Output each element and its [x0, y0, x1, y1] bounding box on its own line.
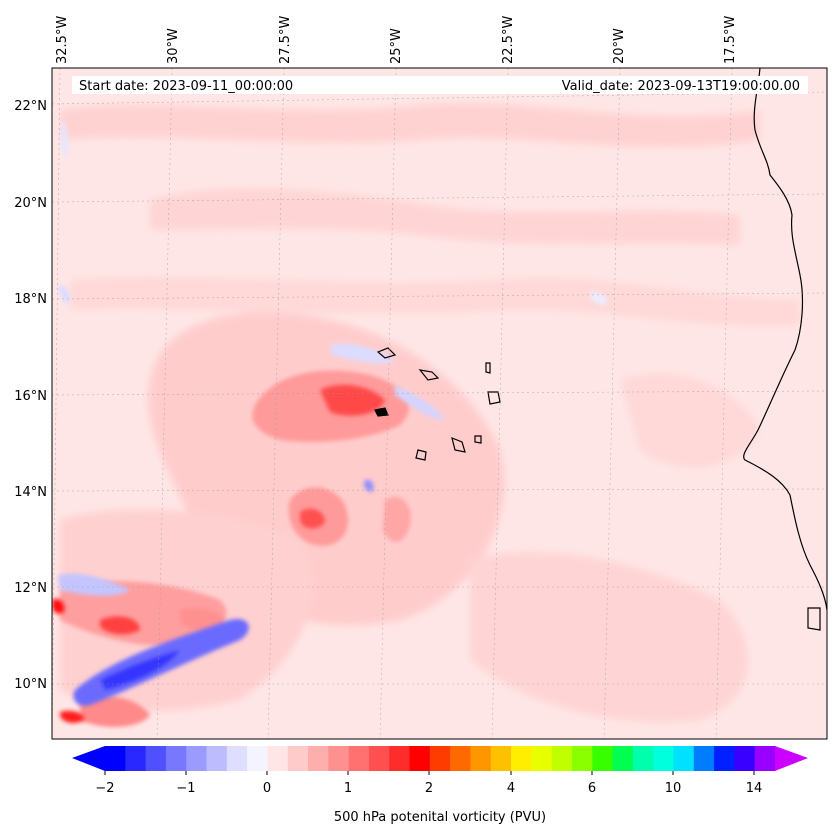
start-date-label: Start date: 2023-09-11_00:00:00 — [79, 79, 293, 94]
lat-label: 10°N — [14, 677, 47, 692]
colorbar-cell — [632, 746, 654, 771]
lat-label: 18°N — [14, 292, 47, 307]
colorbar-cell — [308, 746, 329, 771]
colorbar-ticks — [104, 771, 755, 775]
colorbar-cell — [287, 746, 309, 771]
cb-tick-label: 6 — [588, 781, 596, 796]
colorbar-cell — [714, 746, 735, 771]
colorbar-cell — [247, 746, 268, 771]
colorbar-cell — [409, 746, 431, 771]
pv-field — [52, 68, 827, 739]
lat-label: 22°N — [14, 99, 47, 114]
latitude-labels: 22°N 20°N 18°N 16°N 14°N 12°N 10°N — [14, 99, 47, 692]
valid-date-label: Valid_date: 2023-09-13T19:00:00.00 — [562, 79, 800, 94]
colorbar-cell — [429, 746, 451, 771]
colorbar-cell — [470, 746, 492, 771]
cb-tick-label: −1 — [176, 781, 195, 796]
longitude-labels: 32.5°W 30°W 27.5°W 25°W 22.5°W 20°W 17.5… — [55, 16, 738, 64]
colorbar-tick-labels: −2 −1 0 1 2 4 6 10 14 — [95, 781, 762, 796]
colorbar-cell — [368, 746, 390, 771]
pv-strong-positive-cores — [52, 384, 385, 723]
colorbar-cell — [226, 746, 248, 771]
lon-label: 25°W — [389, 28, 404, 64]
lat-label: 20°N — [14, 196, 47, 211]
colorbar-cell — [592, 746, 614, 771]
colorbar-cell — [551, 746, 573, 771]
colorbar-extend-max — [775, 746, 808, 771]
colorbar-cell — [348, 746, 370, 771]
colorbar-cell — [531, 746, 553, 771]
colorbar-cell — [490, 746, 512, 771]
lat-label: 14°N — [14, 485, 47, 500]
lon-label: 27.5°W — [278, 16, 293, 64]
colorbar-cell — [105, 746, 126, 771]
lon-label: 17.5°W — [723, 16, 738, 64]
lon-label: 32.5°W — [55, 16, 70, 64]
colorbar-extend-min — [72, 746, 105, 771]
colorbar-cell — [165, 746, 187, 771]
colorbar-cell — [125, 746, 147, 771]
cb-tick-label: 1 — [344, 781, 352, 796]
header-box — [72, 76, 808, 94]
cb-tick-label: 14 — [746, 781, 763, 796]
colorbar-cell — [267, 746, 289, 771]
colorbar-cell — [186, 746, 208, 771]
cb-tick-label: −2 — [95, 781, 114, 796]
lat-label: 12°N — [14, 581, 47, 596]
lat-label: 16°N — [14, 389, 47, 404]
colorbar-cell — [693, 746, 715, 771]
coastline — [374, 68, 827, 631]
lon-label: 22.5°W — [501, 16, 516, 64]
colorbar-cell — [511, 746, 532, 771]
colorbar-label: 500 hPa potenital vorticity (PVU) — [334, 810, 546, 825]
colorbar-cell — [389, 746, 411, 771]
cb-tick-label: 2 — [425, 781, 433, 796]
colorbar-cell — [328, 746, 350, 771]
map-frame — [51, 67, 828, 740]
colorbar-cell — [734, 746, 756, 771]
colorbar-cell — [206, 746, 228, 771]
colorbar-cell — [145, 746, 167, 771]
colorbar-cell — [653, 746, 674, 771]
lon-label: 30°W — [166, 28, 181, 64]
colorbar-cell — [673, 746, 695, 771]
colorbar-cell — [571, 746, 593, 771]
cb-tick-label: 10 — [665, 781, 682, 796]
cb-tick-label: 0 — [263, 781, 271, 796]
colorbar-cells — [105, 746, 776, 771]
cb-tick-label: 4 — [507, 781, 515, 796]
colorbar-cell — [754, 746, 776, 771]
lon-label: 20°W — [612, 28, 627, 64]
colorbar: −2 −1 0 1 2 4 6 10 14 500 hPa potenital … — [72, 746, 808, 825]
colorbar-cell — [450, 746, 471, 771]
colorbar-cell — [612, 746, 634, 771]
